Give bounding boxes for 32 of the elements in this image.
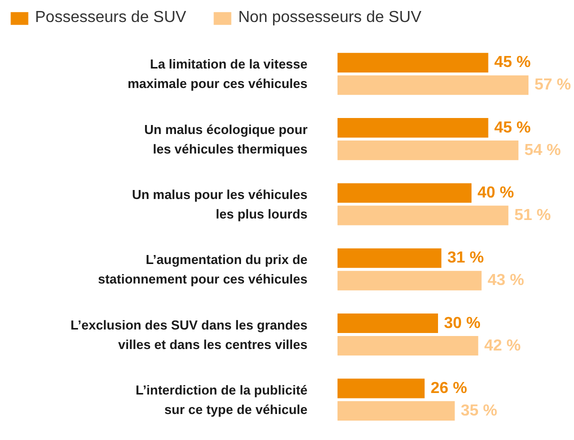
- bar: [338, 270, 482, 290]
- data-label: 45 %: [494, 119, 531, 136]
- y-tick-label: L’exclusion des SUV dans les grandes villes et dans les centres villes: [70, 317, 308, 352]
- bar: [338, 52, 488, 72]
- data-label: 26 %: [430, 380, 468, 397]
- data-label: 40 %: [478, 184, 514, 202]
- data-label: 57 %: [534, 76, 571, 94]
- data-label: 42 %: [484, 337, 521, 354]
- y-tick-label: L’augmentation du prix de stationnement pour ces véhicules: [98, 252, 308, 287]
- bar: [338, 118, 488, 138]
- bar: [338, 183, 472, 203]
- legend-label: Possesseurs de SUV: [35, 9, 186, 27]
- data-label: 30 %: [444, 314, 480, 332]
- bar: [338, 206, 508, 226]
- data-label: 31 %: [447, 250, 484, 267]
- y-tick-label: Un malus pour les véhicules les plus lourds: [132, 186, 308, 222]
- bar: [338, 401, 455, 421]
- bar: [338, 378, 425, 398]
- y-tick-label: La limitation de la vitesse maximale pour ces véhicules: [128, 56, 308, 92]
- data-label: 45 %: [494, 54, 531, 72]
- data-label: 43 %: [488, 272, 524, 290]
- data-label: 51 %: [514, 206, 551, 224]
- data-label: 54 %: [524, 142, 561, 159]
- bar: [338, 314, 438, 334]
- bar: [338, 75, 528, 95]
- y-tick-label: L’interdiction de la publicité sur ce type de véhicule: [136, 382, 308, 417]
- data-label: 35 %: [460, 402, 498, 420]
- legend-label: Non possesseurs de SUV: [238, 9, 422, 27]
- y-tick-label: Un malus écologique pour les véhicules thermiques: [144, 122, 308, 156]
- bar: [338, 248, 442, 268]
- bar: [338, 336, 478, 356]
- bar: [338, 140, 518, 160]
